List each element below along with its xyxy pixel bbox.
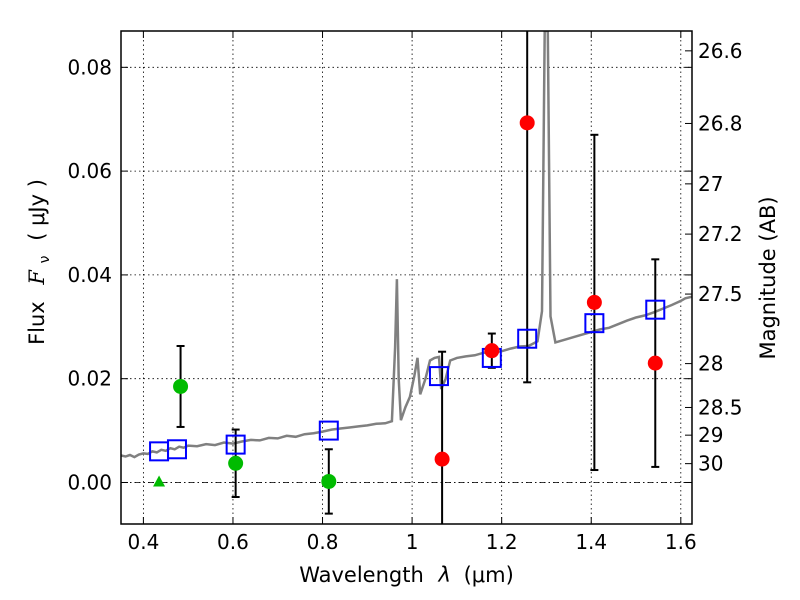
x-tick-label: 0.6	[217, 530, 249, 554]
model-photometry-square	[166, 439, 187, 460]
red-detection-point	[647, 355, 663, 371]
mag-tick-label: 27.2	[698, 222, 743, 246]
x-axis-label-text: Wavelength	[299, 563, 424, 587]
x-axis-label-symbol: λ	[437, 563, 450, 587]
grid-lines	[121, 31, 692, 524]
y-axis-label-symbol: F	[25, 269, 49, 286]
plot-frame	[120, 30, 693, 525]
data-points	[149, 31, 666, 524]
model-photometry-square	[225, 434, 246, 455]
x-tick-label: 0.4	[127, 530, 159, 554]
model-sed	[121, 31, 692, 459]
mag-tick-label: 26.6	[698, 39, 743, 63]
points-group	[149, 31, 666, 524]
green-detection-point	[228, 455, 244, 471]
x-axis-label: Wavelength λ (μm)	[299, 563, 514, 587]
red-detection-point	[586, 294, 602, 310]
x-tick-label: 0.8	[307, 530, 339, 554]
y-tick-label: 0.04	[67, 263, 112, 287]
mag-tick-label: 27.5	[698, 282, 743, 306]
model-photometry-square	[584, 313, 605, 334]
y-axis-label-unit: ( μJy )	[25, 179, 49, 241]
mag-tick-label: 28	[698, 352, 723, 376]
model-photometry-square	[645, 299, 666, 320]
x-axis-label-unit: (μm)	[464, 563, 514, 587]
y-tick-label: 0.00	[67, 470, 112, 494]
y2-axis-label: Magnitude (AB)	[756, 196, 780, 359]
mag-tick-label: 28.5	[698, 395, 743, 419]
x-tick-label: 1.6	[665, 530, 697, 554]
mag-tick-label: 27	[698, 172, 723, 196]
red-detection-point	[484, 343, 500, 359]
y-tick-label: 0.02	[67, 367, 112, 391]
green-upper-limit-triangle	[153, 475, 166, 487]
axis-ticks: 0.4 0.6 0.8 1 1.2 1.4 1.6 0.00 0.02 0.04 0.06 0.08 2…	[67, 31, 743, 554]
y-axis-label-text: Flux	[25, 301, 49, 345]
y-tick-label: 0.08	[67, 55, 112, 79]
mag-tick-label: 30	[698, 452, 723, 476]
model-sed-line	[121, 31, 692, 459]
mag-tick-label: 26.8	[698, 111, 743, 135]
red-detection-point	[519, 115, 535, 131]
red-detection-point	[434, 451, 450, 467]
x-tick-label: 1.4	[575, 530, 607, 554]
model-photometry-square	[517, 328, 538, 349]
y-axis-label: Flux F ν ( μJy )	[25, 179, 54, 345]
y-axis-label-subscript: ν	[37, 255, 53, 263]
green-detection-point	[321, 473, 337, 489]
model-photometry-square	[428, 366, 449, 387]
mag-tick-label: 29	[698, 423, 723, 447]
x-tick-label: 1	[406, 530, 419, 554]
y-tick-label: 0.06	[67, 159, 112, 183]
green-detection-point	[173, 378, 189, 394]
x-tick-label: 1.2	[486, 530, 518, 554]
model-photometry-square	[318, 420, 339, 441]
